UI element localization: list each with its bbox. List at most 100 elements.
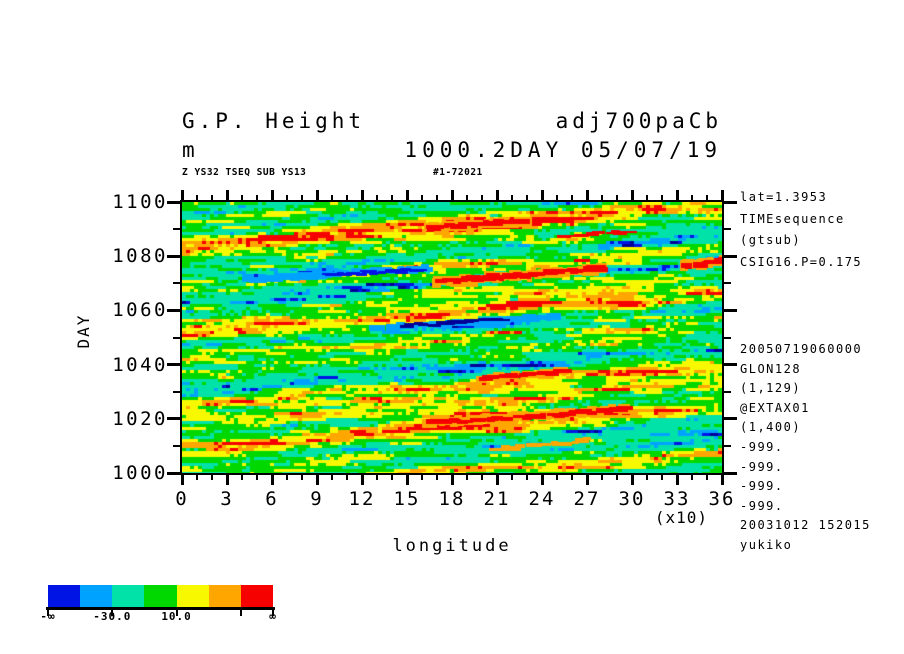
axis-tick: [481, 195, 483, 200]
axis-tick: [405, 190, 409, 200]
axis-tick: [391, 475, 393, 480]
annotation-line: (1,400): [740, 420, 802, 435]
axis-tick: [526, 475, 528, 480]
colorbar-tick: [47, 607, 49, 616]
axis-tick: [421, 195, 423, 200]
x-axis-unit-note: (x10): [654, 508, 708, 527]
axis-tick: [436, 475, 438, 480]
axis-tick: [211, 475, 213, 480]
axis-tick: [585, 190, 589, 200]
x-tick-label: 30: [618, 488, 646, 510]
x-tick-label: 33: [663, 488, 691, 510]
x-tick-label: 9: [310, 488, 324, 510]
axis-tick: [167, 471, 180, 475]
colorbar: [48, 585, 273, 607]
axis-tick: [724, 336, 731, 339]
axis-tick: [706, 475, 708, 480]
plot-title-right: adj700paCb: [555, 109, 722, 133]
plot-subtitle: 1000.2DAY 05/07/19: [404, 138, 722, 162]
annotation-block-bottom: 20050719060000 GLON128 (1,129) @EXTAX01 …: [740, 340, 904, 556]
x-tick-label: 21: [483, 488, 511, 510]
annotation-line: yukiko: [740, 537, 793, 552]
axis-tick: [724, 390, 731, 393]
y-tick-label: 1100: [112, 191, 168, 213]
axis-tick: [421, 475, 423, 480]
axis-tick: [286, 475, 288, 480]
axis-tick: [360, 190, 364, 200]
axis-tick: [630, 190, 634, 200]
hovmoller-canvas: [182, 202, 722, 473]
meta-left-label: Z YS32 TSEQ SUB YS13: [182, 167, 307, 178]
axis-tick: [511, 195, 513, 200]
axis-tick: [526, 195, 528, 200]
axis-tick: [571, 475, 573, 480]
axis-tick: [724, 254, 737, 258]
axis-tick: [724, 282, 731, 285]
axis-tick: [630, 475, 634, 485]
meta-row: Z YS32 TSEQ SUB YS13 #1-72021: [182, 168, 722, 178]
axis-tick: [270, 190, 274, 200]
annotation-line: 20031012 152015: [740, 518, 871, 533]
axis-tick: [724, 417, 737, 421]
axis-tick: [601, 195, 603, 200]
x-tick-label: 3: [220, 488, 234, 510]
colorbar-tick-label: -∞: [40, 610, 56, 623]
axis-tick: [173, 282, 180, 285]
axis-tick: [724, 444, 731, 447]
plot-title: G.P. Height: [182, 109, 366, 133]
title-row-2: m 1000.2DAY 05/07/19: [182, 140, 722, 161]
axis-tick: [173, 336, 180, 339]
axis-tick: [691, 475, 693, 480]
axis-tick: [720, 475, 724, 485]
x-tick-label: 0: [175, 488, 189, 510]
colorbar-baseline: [46, 607, 275, 610]
axis-tick: [720, 190, 724, 200]
axis-tick: [167, 308, 180, 312]
colorbar-segment: [144, 585, 177, 607]
axis-tick: [196, 475, 198, 480]
x-tick-label: 24: [528, 488, 556, 510]
axis-tick: [724, 363, 737, 367]
axis-tick: [450, 190, 454, 200]
axis-tick: [495, 190, 499, 200]
axis-tick: [391, 195, 393, 200]
colorbar-segment: [240, 585, 273, 607]
axis-tick: [511, 475, 513, 480]
annotation-line: CSIG16.P=0.175: [740, 254, 863, 269]
axis-tick: [167, 200, 180, 204]
axis-tick: [601, 475, 603, 480]
axis-tick: [196, 195, 198, 200]
axis-tick: [376, 475, 378, 480]
x-tick-label: 12: [348, 488, 376, 510]
annotation-block-top: lat=1.3953 TIMEsequence (gtsub) CSIG16.P…: [740, 187, 904, 273]
axis-tick: [376, 195, 378, 200]
x-tick-label: 27: [573, 488, 601, 510]
axis-tick: [724, 308, 737, 312]
axis-tick: [436, 195, 438, 200]
axis-tick: [556, 195, 558, 200]
axis-tick: [241, 195, 243, 200]
axis-tick: [256, 195, 258, 200]
colorbar-segment: [48, 585, 81, 607]
axis-tick: [616, 195, 618, 200]
axis-tick: [301, 475, 303, 480]
x-tick-label: 36: [708, 488, 736, 510]
annotation-line: (gtsub): [740, 233, 802, 247]
annotation-line: (1,129): [740, 381, 802, 396]
annotation-line: TIMEsequence: [740, 211, 845, 226]
axis-tick: [466, 475, 468, 480]
y-axis-title: DAY: [74, 313, 93, 349]
colorbar-segment: [208, 585, 241, 607]
meta-right-label: #1-72021: [433, 167, 483, 178]
axis-tick: [450, 475, 454, 485]
axis-tick: [167, 363, 180, 367]
y-tick-label: 1040: [112, 353, 168, 376]
axis-tick: [585, 475, 589, 485]
title-row-1: G.P. Height adj700paCb: [182, 111, 722, 132]
y-tick-label: 1000: [112, 462, 168, 484]
annotation-line: GLON128: [740, 361, 802, 376]
x-axis-title: longitude: [392, 536, 512, 556]
x-tick-label: 15: [393, 488, 421, 510]
axis-tick: [724, 228, 731, 231]
axis-tick: [346, 195, 348, 200]
